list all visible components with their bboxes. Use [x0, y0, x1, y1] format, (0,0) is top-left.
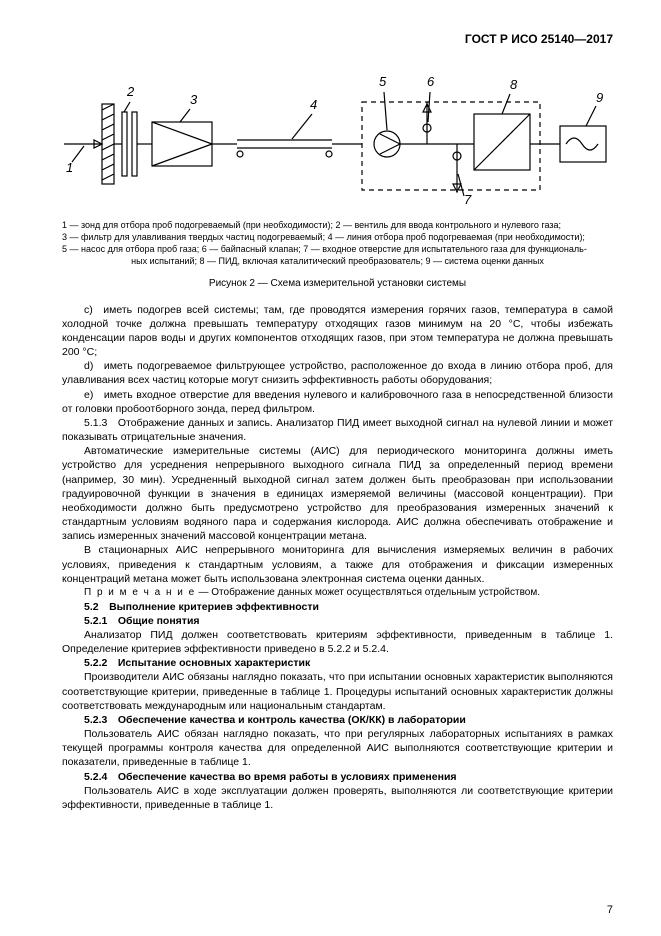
- doc-id-header: ГОСТ Р ИСО 25140—2017: [62, 32, 613, 46]
- heading-52: 5.2 Выполнение критериев эффективности: [62, 600, 613, 614]
- diagram-label-1: 1: [66, 160, 73, 175]
- diagram-label-3: 3: [190, 92, 198, 107]
- para-auto2: В стационарных АИС непрерывного монитори…: [62, 543, 613, 586]
- diagram-label-9: 9: [596, 90, 603, 105]
- heading-521: 5.2.1 Общие понятия: [62, 614, 613, 628]
- page-number: 7: [607, 904, 613, 916]
- para-524: Пользователь АИС в ходе эксплуатации дол…: [62, 784, 613, 812]
- diagram-label-2: 2: [126, 84, 135, 99]
- diagram-label-6: 6: [427, 74, 435, 89]
- body-text: c) иметь подогрев всей системы; там, где…: [62, 303, 613, 813]
- diagram-label-7: 7: [464, 192, 472, 204]
- heading-523: 5.2.3 Обеспечение качества и контроль ка…: [62, 713, 613, 727]
- legend-line: 1 — зонд для отбора проб подогреваемый (…: [62, 219, 613, 231]
- para-auto1: Автоматические измерительные системы (АИ…: [62, 444, 613, 543]
- para-523: Пользователь АИС обязан наглядно показат…: [62, 727, 613, 770]
- diagram-figure: 1 2 3 4: [62, 64, 613, 209]
- diagram-legend: 1 — зонд для отбора проб подогреваемый (…: [62, 219, 613, 268]
- para-c: c) иметь подогрев всей системы; там, где…: [62, 303, 613, 360]
- para-521: Анализатор ПИД должен соответствовать кр…: [62, 628, 613, 656]
- heading-522: 5.2.2 Испытание основных характеристик: [62, 656, 613, 670]
- figure-caption: Рисунок 2 — Схема измерительной установк…: [62, 278, 613, 289]
- page: ГОСТ Р ИСО 25140—2017 1: [0, 0, 661, 936]
- para-d: d) иметь подогреваемое фильтрующее устро…: [62, 359, 613, 387]
- para-522: Производители АИС обязаны наглядно показ…: [62, 670, 613, 713]
- para-513: 5.1.3 Отображение данных и запись. Анали…: [62, 416, 613, 444]
- para-note: П р и м е ч а н и е — Отображение данных…: [62, 586, 613, 600]
- diagram-svg: 1 2 3 4: [62, 64, 612, 204]
- legend-line: 3 — фильтр для улавливания твердых части…: [62, 231, 613, 243]
- diagram-label-5: 5: [379, 74, 387, 89]
- heading-524: 5.2.4 Обеспечение качества во время рабо…: [62, 770, 613, 784]
- legend-line: ных испытаний; 8 — ПИД, включая каталити…: [62, 255, 613, 267]
- diagram-label-8: 8: [510, 77, 518, 92]
- legend-line: 5 — насос для отбора проб газа; 6 — байп…: [62, 243, 613, 255]
- para-e: e) иметь входное отверстие для введения …: [62, 388, 613, 416]
- diagram-label-4: 4: [310, 97, 317, 112]
